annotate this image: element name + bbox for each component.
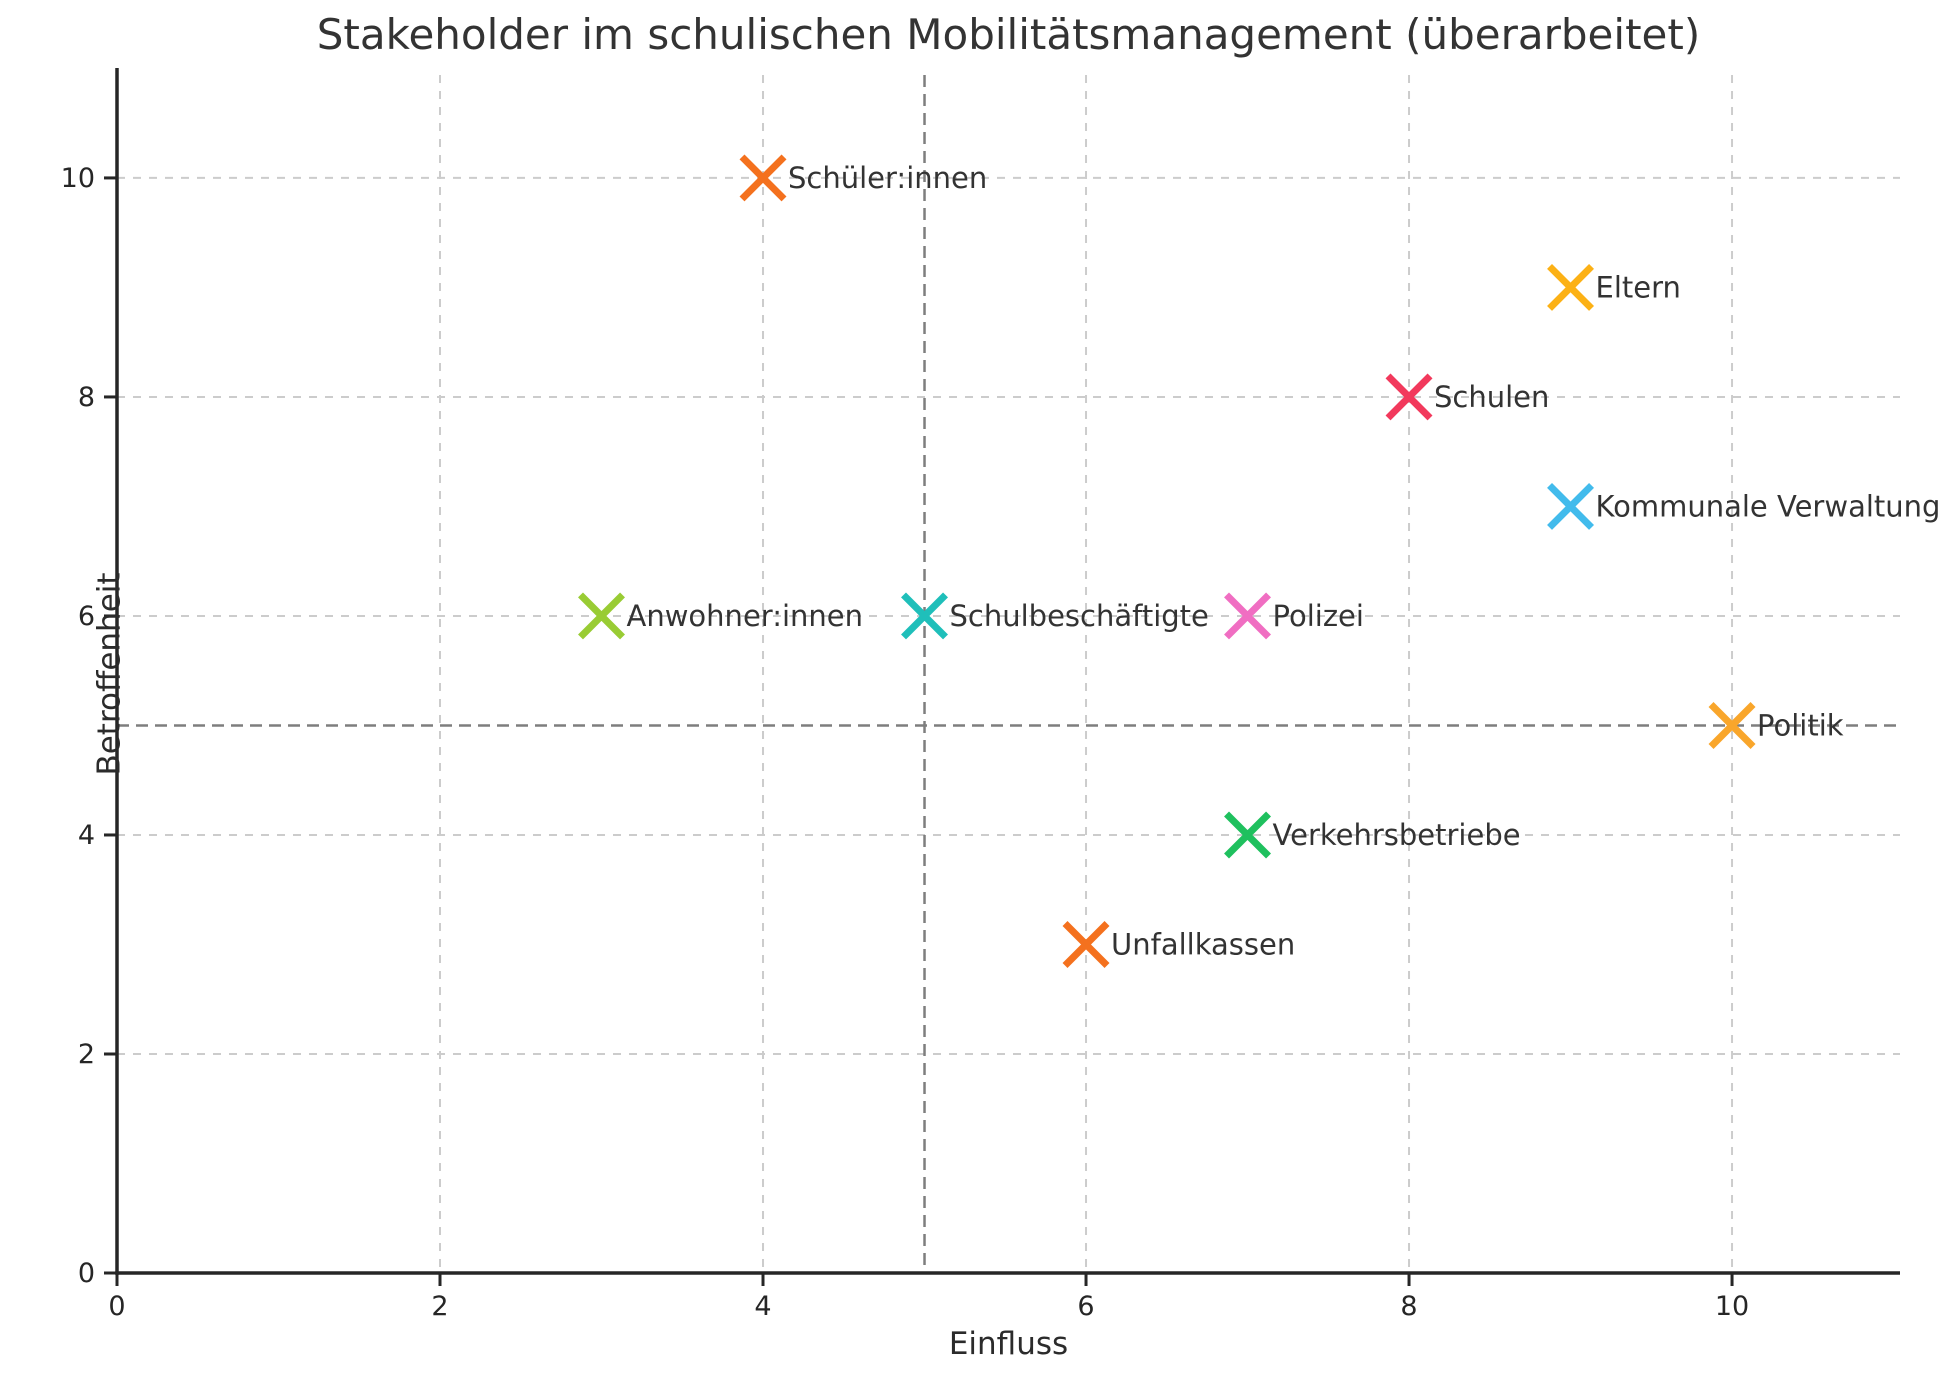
x-tick-label: 6: [1077, 1291, 1094, 1322]
point-marker: [1547, 482, 1595, 530]
x-axis-label: Einfluss: [948, 1326, 1069, 1362]
point-marker: [578, 592, 625, 640]
y-axis-label: Betroffenheit: [91, 572, 128, 776]
y-tick-label: 4: [78, 820, 95, 851]
y-tick-label: 0: [78, 1258, 95, 1289]
point-label: Schulen: [1434, 380, 1549, 414]
chart-title: Stakeholder im schulischen Mobilitätsman…: [316, 10, 1701, 59]
point-label: Anwohner:innen: [627, 599, 864, 633]
point-label: Schulbeschäftigte: [950, 599, 1209, 633]
point-label: Schüler:innen: [788, 161, 987, 195]
point-marker: [1547, 263, 1595, 311]
point-label: Kommunale Verwaltung: [1596, 489, 1940, 523]
point-label: Eltern: [1596, 270, 1681, 304]
point-label: Polizei: [1273, 599, 1364, 633]
point-marker: [1062, 921, 1110, 968]
x-tick-label: 8: [1400, 1291, 1417, 1322]
point-marker: [739, 154, 787, 202]
point-marker: [901, 592, 948, 640]
point-marker: [1708, 701, 1756, 749]
point-label: Unfallkassen: [1111, 927, 1295, 961]
x-tick-label: 4: [754, 1291, 771, 1322]
x-tick-label: 0: [108, 1291, 125, 1322]
y-tick-label: 6: [78, 601, 95, 632]
x-tick-label: 2: [431, 1291, 448, 1322]
y-tick-label: 8: [78, 382, 95, 413]
point-marker: [1224, 811, 1272, 859]
point-marker: [1224, 592, 1272, 640]
point-label: Politik: [1757, 708, 1844, 742]
point-marker: [1385, 373, 1433, 421]
point-label: Verkehrsbetriebe: [1273, 818, 1521, 852]
x-tick-label: 10: [1715, 1291, 1749, 1322]
y-tick-label: 10: [61, 163, 95, 194]
y-tick-label: 2: [78, 1039, 95, 1070]
